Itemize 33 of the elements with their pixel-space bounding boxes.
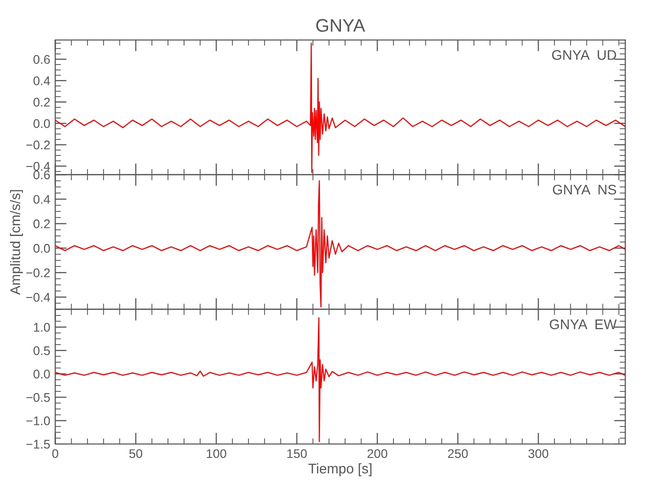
y-tick-label: 0.4 <box>34 76 50 86</box>
line-series <box>55 317 626 442</box>
y-tick-label: 0.6 <box>34 170 50 180</box>
annotation: GNYA UD <box>552 50 616 60</box>
x-tick-label: 150 <box>287 449 307 458</box>
y-tick-label: 0.6 <box>34 55 50 64</box>
y-tick-label: −0.2 <box>26 268 50 278</box>
y-tick-label: 0.5 <box>34 346 50 356</box>
x-tick-label: 200 <box>368 449 388 458</box>
y-tick-label: 0.2 <box>34 219 50 228</box>
y-tick-label: −1.5 <box>26 440 50 449</box>
y-tick-label: 0.0 <box>34 119 50 128</box>
x-axis-title: Tiempo [s] <box>308 463 372 476</box>
line-series <box>55 180 626 308</box>
y-tick-label: −0.2 <box>26 140 50 150</box>
y-tick-label: 0.0 <box>34 370 50 379</box>
x-tick-label: 300 <box>528 449 548 458</box>
x-tick-label: 0 <box>52 449 58 458</box>
y-tick-label: 0.0 <box>34 244 50 253</box>
x-tick-label: 250 <box>448 449 468 458</box>
y-tick-label: 0.4 <box>34 194 50 204</box>
x-tick-label: 50 <box>129 449 142 458</box>
y-tick-label: −0.4 <box>26 162 50 171</box>
y-tick-label: 0.2 <box>34 98 50 107</box>
y-tick-label: −0.5 <box>26 393 50 402</box>
y-tick-label: −0.4 <box>26 292 50 302</box>
x-tick-label: 100 <box>206 449 226 458</box>
y-tick-label: 1.0 <box>34 322 50 332</box>
y-tick-label: −1.0 <box>26 416 50 426</box>
annotation: GNYA NS <box>552 184 616 195</box>
annotation: GNYA EW <box>550 319 617 330</box>
y-axis-title: Amplitud [cm/s/s] <box>10 190 23 295</box>
chart-title: GNYA <box>316 19 366 32</box>
